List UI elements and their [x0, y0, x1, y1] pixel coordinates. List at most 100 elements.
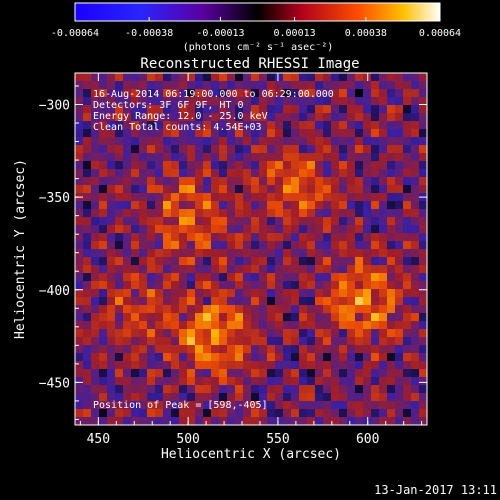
heatmap-cell — [211, 209, 220, 218]
heatmap-cell — [331, 97, 340, 106]
heatmap-cell — [355, 241, 364, 250]
heatmap-cell — [411, 193, 420, 202]
heatmap-cell — [387, 193, 396, 202]
heatmap-cell — [283, 313, 292, 322]
heatmap-cell — [235, 345, 244, 354]
heatmap-cell — [227, 417, 236, 426]
heatmap-cell — [331, 249, 340, 258]
heatmap-cell — [347, 241, 356, 250]
heatmap-cell — [379, 305, 388, 314]
heatmap-cell — [251, 385, 260, 394]
heatmap-cell — [195, 257, 204, 266]
heatmap-cell — [75, 105, 84, 114]
heatmap-cell — [299, 113, 308, 122]
heatmap-cell — [299, 377, 308, 386]
heatmap-cell — [235, 297, 244, 306]
heatmap-cell — [387, 169, 396, 178]
heatmap-cell — [315, 137, 324, 146]
heatmap-cell — [139, 201, 148, 210]
heatmap-cell — [275, 353, 284, 362]
heatmap-cell — [179, 313, 188, 322]
heatmap-cell — [139, 337, 148, 346]
heatmap-cell — [371, 185, 380, 194]
heatmap-cell — [355, 257, 364, 266]
heatmap-cell — [339, 81, 348, 90]
heatmap-cell — [99, 73, 108, 82]
heatmap-cell — [115, 97, 124, 106]
heatmap-cell — [347, 233, 356, 242]
heatmap-cell — [163, 337, 172, 346]
heatmap-cell — [387, 321, 396, 330]
heatmap-cell — [307, 337, 316, 346]
heatmap-cell — [331, 321, 340, 330]
heatmap-cell — [299, 417, 308, 426]
heatmap-cell — [211, 193, 220, 202]
heatmap-cell — [75, 281, 84, 290]
heatmap-cell — [299, 137, 308, 146]
heatmap-cell — [195, 377, 204, 386]
heatmap-cell — [371, 369, 380, 378]
heatmap-cell — [419, 161, 428, 170]
heatmap-cell — [107, 153, 116, 162]
heatmap-cell — [363, 105, 372, 114]
heatmap-cell — [187, 225, 196, 234]
heatmap-cell — [115, 201, 124, 210]
heatmap-cell — [203, 209, 212, 218]
heatmap-cell — [211, 241, 220, 250]
heatmap-cell — [195, 345, 204, 354]
heatmap-cell — [355, 393, 364, 402]
heatmap-cell — [179, 81, 188, 90]
heatmap-cell — [395, 321, 404, 330]
heatmap-cell — [371, 225, 380, 234]
heatmap-cell — [355, 97, 364, 106]
heatmap-cell — [115, 393, 124, 402]
heatmap-cell — [299, 225, 308, 234]
heatmap-cell — [339, 409, 348, 418]
colorbar-tick-label: 0.00038 — [345, 28, 387, 39]
heatmap-cell — [211, 137, 220, 146]
heatmap-cell — [203, 193, 212, 202]
heatmap-cell — [371, 401, 380, 410]
heatmap-cell — [411, 185, 420, 194]
heatmap-cell — [235, 393, 244, 402]
heatmap-cell — [347, 273, 356, 282]
heatmap-cell — [379, 241, 388, 250]
heatmap-cell — [227, 233, 236, 242]
heatmap-cell — [115, 225, 124, 234]
heatmap-cell — [251, 313, 260, 322]
heatmap-cell — [355, 73, 364, 82]
heatmap-cell — [323, 289, 332, 298]
heatmap-cell — [123, 169, 132, 178]
heatmap-cell — [163, 73, 172, 82]
heatmap-cell — [291, 321, 300, 330]
heatmap-cell — [99, 209, 108, 218]
heatmap-cell — [227, 329, 236, 338]
heatmap-cell — [139, 305, 148, 314]
heatmap-cell — [331, 217, 340, 226]
heatmap-cell — [411, 145, 420, 154]
heatmap-cell — [203, 153, 212, 162]
heatmap-cell — [331, 417, 340, 426]
heatmap-cell — [307, 401, 316, 410]
heatmap-cell — [419, 121, 428, 130]
heatmap-cell — [267, 289, 276, 298]
heatmap-cell — [371, 417, 380, 426]
heatmap-cell — [403, 137, 412, 146]
heatmap-cell — [107, 193, 116, 202]
heatmap-cell — [331, 153, 340, 162]
heatmap-cell — [227, 321, 236, 330]
heatmap-cell — [155, 353, 164, 362]
heatmap-cell — [403, 249, 412, 258]
heatmap-cell — [115, 329, 124, 338]
heatmap-cell — [299, 105, 308, 114]
heatmap-cell — [267, 217, 276, 226]
heatmap-cell — [323, 121, 332, 130]
heatmap-cell — [347, 225, 356, 234]
heatmap-cell — [291, 97, 300, 106]
heatmap-cell — [403, 377, 412, 386]
heatmap-cell — [419, 377, 428, 386]
heatmap-cell — [387, 313, 396, 322]
heatmap-cell — [403, 385, 412, 394]
heatmap-cell — [203, 337, 212, 346]
heatmap-cell — [91, 385, 100, 394]
